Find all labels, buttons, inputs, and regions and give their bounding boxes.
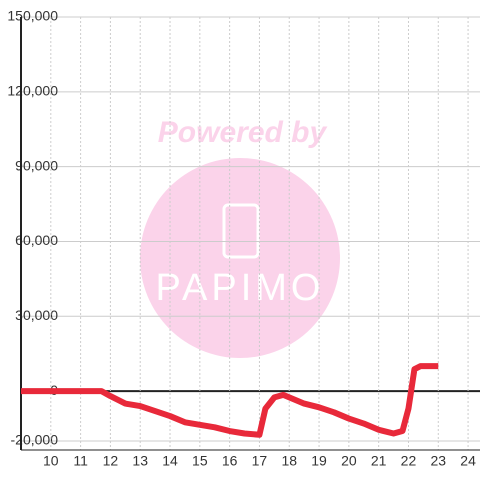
y-tick-label: 60,000 <box>15 232 58 248</box>
x-tick-label: 17 <box>252 453 268 469</box>
watermark-brand: PAPIMO <box>156 267 325 309</box>
x-tick-label: 19 <box>311 453 327 469</box>
x-tick-label: 12 <box>103 453 119 469</box>
x-tick-label: 22 <box>401 453 417 469</box>
x-tick-label: 16 <box>222 453 238 469</box>
x-tick-label: 20 <box>341 453 357 469</box>
x-tick-label: 21 <box>371 453 387 469</box>
x-tick-label: 23 <box>430 453 446 469</box>
line-series <box>21 363 439 438</box>
y-tick-label: 90,000 <box>15 157 58 173</box>
x-tick-label: 10 <box>43 453 59 469</box>
x-tick-label: 18 <box>281 453 297 469</box>
x-tick-label: 11 <box>73 453 88 469</box>
watermark-caption: Powered by <box>158 116 328 149</box>
x-tick-label: 14 <box>162 453 178 469</box>
x-tick-label: 13 <box>132 453 148 469</box>
y-tick-label: 30,000 <box>15 307 58 323</box>
y-tick-label: -20,000 <box>11 432 59 448</box>
watermark-icon <box>222 203 260 259</box>
x-tick-label: 15 <box>192 453 208 469</box>
x-tick-label: 24 <box>460 453 476 469</box>
